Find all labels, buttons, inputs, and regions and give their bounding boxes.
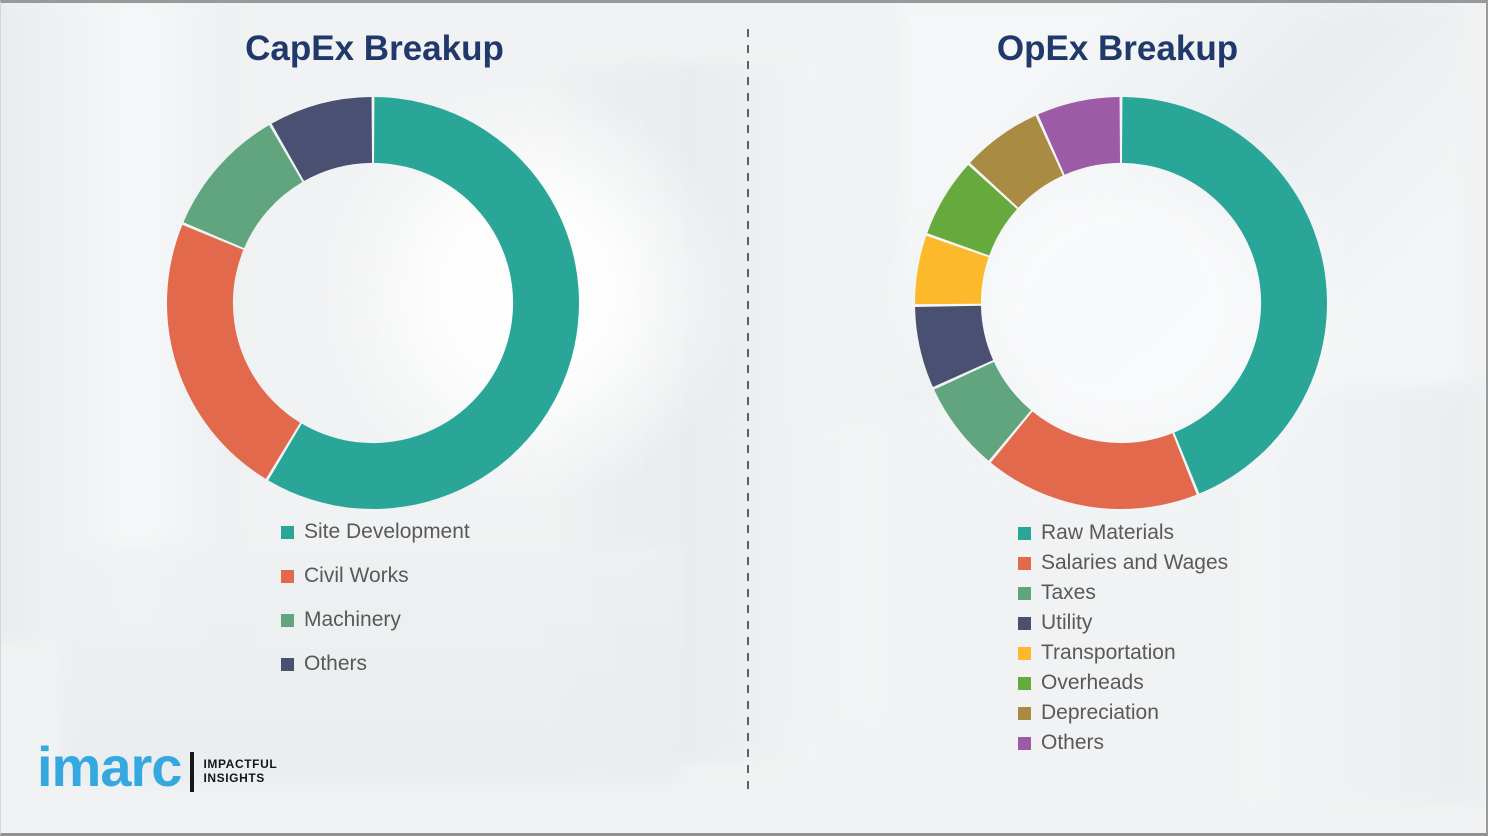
capex-donut-chart [166,97,580,510]
segment-salaries-and-wages [990,411,1197,510]
segment-utility [915,305,994,388]
segment-raw-materials [1121,97,1327,494]
legend-label: Civil Works [304,564,409,587]
legend-marker-depreciation [1018,706,1031,720]
segment-machinery [183,125,303,249]
legend-item-civil-works: Civil Works [281,554,470,598]
legend-label: Utility [1041,611,1093,634]
imarc-logo: imarc IMPACTFUL INSIGHTS [37,739,277,795]
background-texture [701,423,881,723]
legend-item-taxes: Taxes [1018,578,1228,608]
imarc-logo-wordmark: imarc [37,735,182,798]
logo-divider-bar [190,752,195,792]
legend-label: Transportation [1041,641,1176,664]
legend-item-salaries-and-wages: Salaries and Wages [1018,548,1228,578]
legend-item-raw-materials: Raw Materials [1018,518,1228,548]
legend-marker-others [1018,736,1031,750]
legend-label: Overheads [1041,671,1144,694]
legend-marker-taxes [1018,586,1031,600]
legend-marker-utility [1018,616,1031,630]
legend-item-machinery: Machinery [281,598,470,642]
dashed-divider-line [747,29,749,795]
segment-depreciation [970,115,1063,208]
segment-site-development [268,97,580,510]
segment-civil-works [166,224,301,479]
segment-overheads [927,164,1018,256]
legend-item-utility: Utility [1018,608,1228,638]
capex-chart-title: CapEx Breakup [245,29,504,68]
capex-legend: Site Development Civil Works Machinery Othe… [281,510,470,686]
legend-item-others: Others [281,642,470,686]
legend-marker-others [281,657,294,671]
segment-others [1038,97,1121,175]
legend-label: Salaries and Wages [1041,551,1229,574]
legend-marker-civil-works [281,569,294,583]
legend-label: Others [304,652,368,675]
legend-item-site-development: Site Development [281,510,470,554]
legend-label: Raw Materials [1041,521,1175,544]
legend-marker-raw-materials [1018,526,1031,540]
legend-marker-salaries-and-wages [1018,556,1031,570]
legend-label: Depreciation [1041,701,1159,724]
opex-donut-chart [914,97,1327,510]
legend-item-transportation: Transportation [1018,638,1228,668]
legend-marker-transportation [1018,646,1031,660]
legend-item-others: Others [1018,728,1228,758]
legend-marker-overheads [1018,676,1031,690]
legend-item-overheads: Overheads [1018,668,1228,698]
legend-label: Taxes [1041,581,1096,604]
legend-label: Others [1041,731,1105,754]
logo-tagline-line2: INSIGHTS [203,771,265,785]
legend-label: Machinery [304,608,401,631]
logo-tagline: IMPACTFUL INSIGHTS [203,757,278,786]
legend-label: Site Development [304,520,470,543]
opex-legend: Raw Materials Salaries and Wages Taxes Util… [1018,518,1228,758]
legend-item-depreciation: Depreciation [1018,698,1228,728]
legend-marker-machinery [281,613,294,627]
segment-others [271,97,373,182]
opex-chart-title: OpEx Breakup [996,29,1239,68]
segment-transportation [914,235,989,305]
logo-tagline-line1: IMPACTFUL [203,757,278,772]
legend-marker-site-development [281,525,294,539]
segment-taxes [934,361,1031,461]
